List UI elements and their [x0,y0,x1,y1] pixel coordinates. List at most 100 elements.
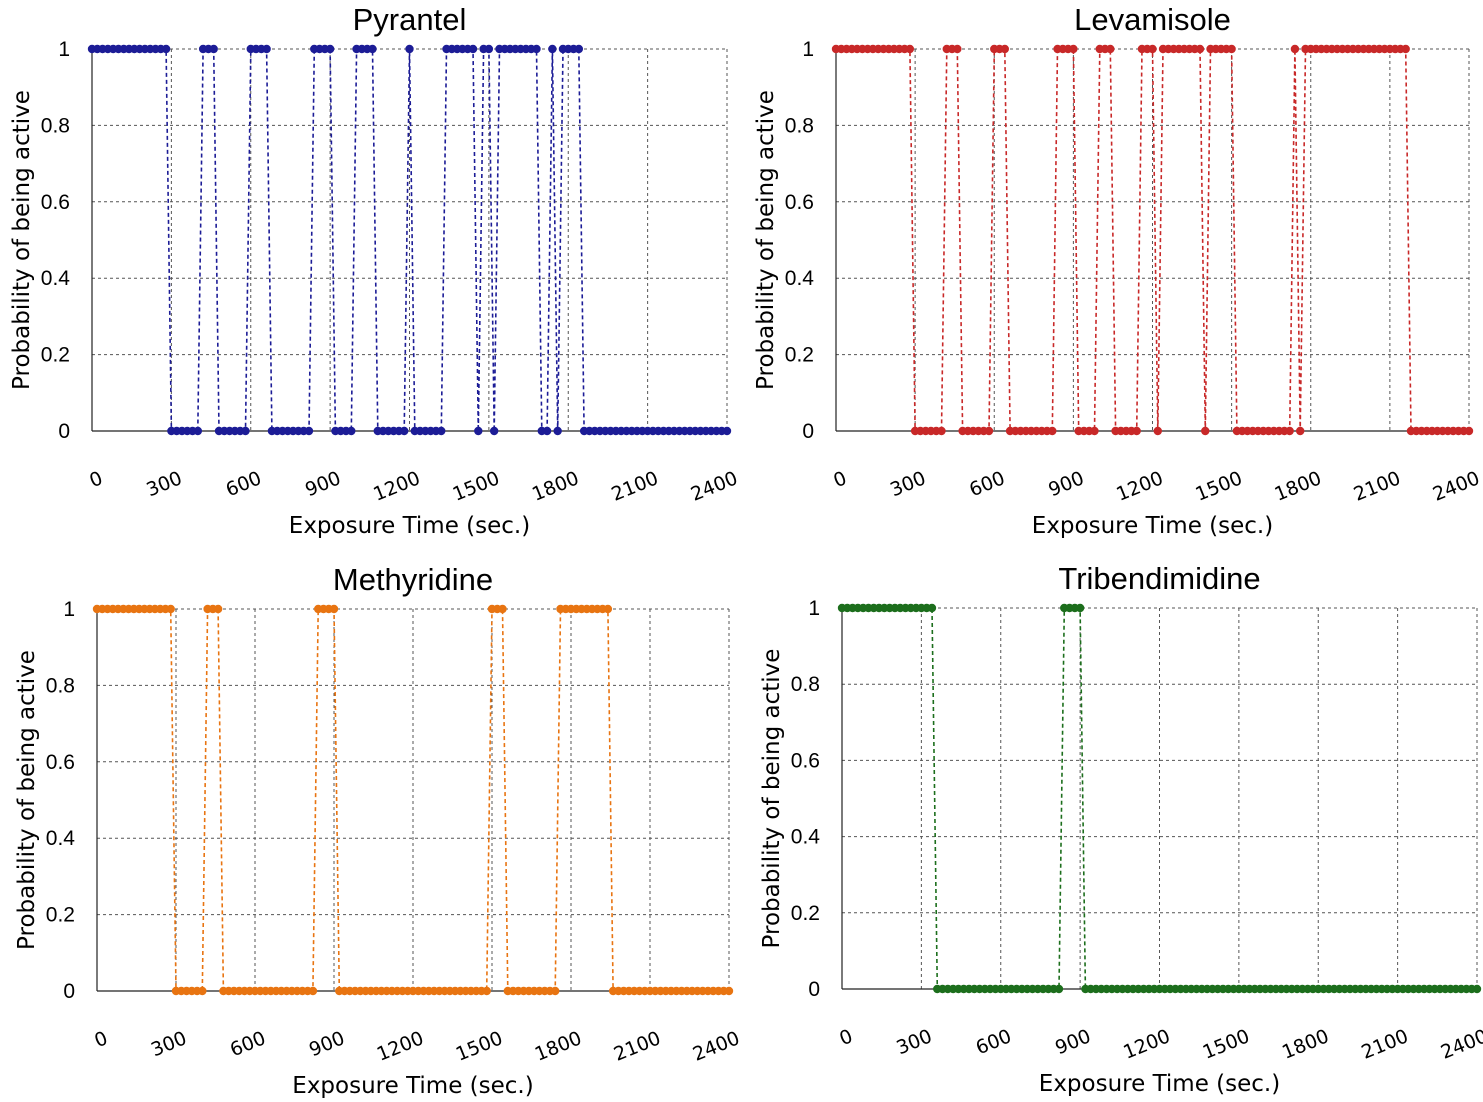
y-tick-label: 0.8 [791,673,820,696]
y-tick-label: 0.4 [785,267,815,290]
x-tick-label: 1800 [529,467,582,506]
data-point [1285,426,1294,436]
data-point [1290,44,1300,54]
y-tick-label: 0 [808,978,820,1001]
y-axis-title: Probability of being active [9,90,35,390]
data-point [1132,426,1141,436]
x-tick-label: 600 [223,467,265,501]
series-line [842,607,1477,990]
data-point [308,986,318,996]
y-tick-label: 0.2 [791,902,820,925]
data-point [209,44,218,54]
data-point [329,604,339,614]
x-tick-label: 2400 [1430,467,1483,506]
y-tick-label: 0.4 [41,267,71,290]
data-point [1075,603,1085,613]
y-tick-label: 0.6 [41,191,70,214]
y-tick-label: 0 [58,420,70,443]
x-tick-label: 900 [306,1027,348,1061]
chart-title: Tribendimidine [1058,561,1260,596]
data-point [405,44,414,54]
y-tick-label: 1 [63,598,75,621]
data-point [347,426,356,436]
data-point [574,44,584,54]
x-tick-label: 1200 [1120,1025,1173,1064]
x-tick-label: 1200 [374,1027,427,1066]
x-tick-label: 2100 [1358,1025,1411,1064]
data-point [1195,44,1205,54]
data-point [437,426,446,436]
x-tick-label: 1200 [370,467,423,506]
data-point [474,426,483,436]
data-point [603,604,613,614]
y-tick-label: 0.6 [785,191,814,214]
y-tick-label: 1 [802,38,814,61]
y-tick-label: 0.6 [46,751,75,774]
y-tick-label: 0.6 [791,749,820,772]
chart-title: Levamisole [1074,2,1231,37]
x-axis-title: Exposure Time (sec.) [1032,513,1273,539]
data-point [484,44,494,54]
data-point [553,426,562,436]
x-tick-label: 2400 [690,1027,743,1066]
x-axis-title: Exposure Time (sec.) [289,513,530,539]
y-tick-label: 0.2 [41,344,70,367]
data-point [984,426,994,436]
x-tick-label: 1200 [1113,467,1166,506]
chart-panel-1: 0 0.2 0.4 0.6 0.8 1 0 300 600 900 1200 1500 1800 2100… [753,2,1483,539]
data-point [262,44,271,54]
data-point [325,44,335,54]
y-tick-label: 1 [58,38,70,61]
data-point [489,426,499,436]
data-point [1048,426,1057,436]
data-point [1000,44,1009,54]
x-tick-label: 1800 [1279,1025,1332,1064]
x-axis-title: Exposure Time (sec.) [292,1073,533,1099]
data-point [953,44,962,54]
data-point [542,426,552,436]
data-point [1069,44,1078,54]
x-tick-label: 2100 [608,467,661,506]
chart-panel-0: 0 0.2 0.4 0.6 0.8 1 0 300 600 900 1200 1500 1800 2100… [9,2,741,539]
y-tick-label: 0.8 [785,114,814,137]
y-tick-label: 1 [808,597,820,620]
x-tick-label: 300 [148,1027,190,1061]
data-point [1201,426,1210,436]
y-tick-label: 0 [63,980,75,1003]
y-tick-label: 0.2 [46,904,75,927]
x-tick-label: 600 [227,1027,269,1061]
data-point [468,44,478,54]
y-tick-label: 0.4 [791,826,821,849]
chart-panel-3: 0 0.2 0.4 0.6 0.8 1 0 300 600 900 1200 1500 1800 2100… [759,561,1483,1097]
x-tick-label: 1500 [1200,1025,1253,1064]
x-tick-label: 300 [887,467,929,501]
x-tick-label: 2100 [611,1027,664,1066]
data-point [482,986,491,996]
data-point [1227,44,1236,54]
x-tick-label: 600 [966,467,1008,501]
x-tick-label: 300 [143,467,185,501]
data-point [241,426,250,436]
x-tick-label: 900 [1052,1025,1094,1059]
y-tick-label: 0 [802,420,814,443]
x-tick-label: 0 [836,1025,855,1050]
data-point [927,603,937,613]
y-axis-title: Probability of being active [753,90,779,390]
x-tick-label: 2400 [1438,1025,1483,1064]
data-point [1153,426,1162,436]
data-point [1106,44,1115,54]
data-point [1054,984,1064,994]
data-point [1090,426,1099,436]
x-tick-label: 0 [91,1027,110,1052]
x-tick-label: 600 [973,1025,1015,1059]
y-tick-label: 0.8 [46,674,75,697]
data-point [193,426,203,436]
data-point [724,986,734,996]
chart-title: Pyrantel [353,2,467,37]
x-tick-label: 2100 [1351,467,1404,506]
data-point [304,426,314,436]
data-point [937,426,946,436]
data-point [1472,984,1482,994]
data-point [1401,44,1410,54]
